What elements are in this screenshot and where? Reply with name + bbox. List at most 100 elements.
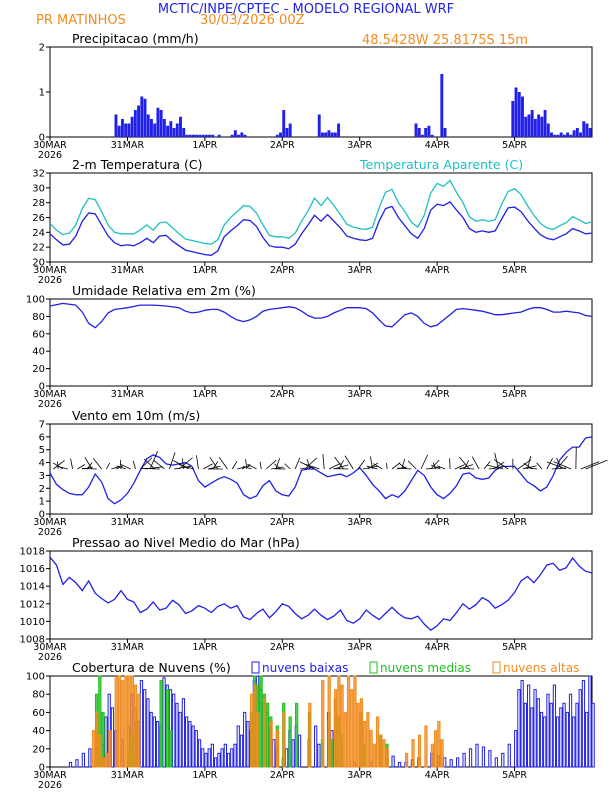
cloud-bar-blue bbox=[239, 734, 244, 768]
station-coords: 48.5428W 25.8175S 15m bbox=[362, 33, 528, 48]
wind-arrow bbox=[471, 456, 480, 470]
panel-title: Vento em 10m (m/s) bbox=[72, 408, 200, 423]
cloud-bar-blue bbox=[526, 684, 531, 768]
precip-bar bbox=[514, 87, 518, 137]
wind-arrow bbox=[265, 460, 277, 470]
cloud-bar-blue bbox=[530, 707, 534, 768]
cloud-bar-blue bbox=[146, 698, 150, 768]
wind-arrow bbox=[420, 454, 428, 470]
precip-bar bbox=[414, 123, 418, 137]
y-tick-label: 0 bbox=[39, 133, 45, 144]
x-tick-label: 30MAR bbox=[33, 389, 67, 400]
legend-apparent-temp: Temperatura Aparente (C) bbox=[359, 157, 523, 172]
panel-frame bbox=[49, 423, 593, 515]
cloud-bar-blue bbox=[517, 689, 521, 768]
wind-arrow bbox=[178, 464, 194, 470]
precip-bar bbox=[130, 116, 134, 137]
precip-bar bbox=[188, 134, 192, 137]
y-tick-label: 40 bbox=[32, 347, 45, 358]
precip-bar bbox=[562, 134, 566, 137]
wind-arrow bbox=[259, 461, 262, 470]
precip-bar bbox=[179, 116, 182, 137]
precip-bar bbox=[146, 114, 150, 137]
precip-bar bbox=[185, 134, 189, 137]
precip-bar bbox=[175, 123, 179, 137]
wind-arrow bbox=[274, 463, 281, 470]
precip-bar bbox=[204, 134, 208, 137]
precip-bar bbox=[427, 125, 431, 137]
wind-arrow bbox=[328, 463, 341, 470]
precip-bar bbox=[137, 105, 141, 137]
y-tick-label: 20 bbox=[32, 364, 45, 375]
y-tick-label: 28 bbox=[32, 198, 45, 209]
precip-bar bbox=[217, 134, 221, 137]
wind-arrow bbox=[487, 464, 504, 470]
cloud-bar-orange bbox=[404, 752, 409, 768]
wind-arrow bbox=[585, 459, 608, 470]
x-tick-label: 5APR bbox=[502, 389, 527, 400]
cloud-bar-blue bbox=[230, 748, 234, 768]
cloud-bar-blue bbox=[204, 752, 208, 768]
x-tick-label: 4APR bbox=[425, 517, 450, 528]
precip-bar bbox=[279, 132, 282, 137]
wind-arrow bbox=[367, 462, 379, 470]
cloud-bar-green bbox=[165, 689, 170, 768]
cloud-bar-orange bbox=[411, 739, 415, 768]
x-tick-year: 2026 bbox=[38, 527, 62, 538]
panel-title: Umidade Relativa em 2m (%) bbox=[72, 283, 256, 298]
precip-bar bbox=[527, 114, 531, 137]
precip-bar bbox=[546, 123, 550, 137]
precip-bar bbox=[524, 116, 528, 137]
wind-arrow bbox=[527, 455, 532, 470]
wind-arrow bbox=[322, 453, 325, 470]
precip-bar bbox=[150, 119, 153, 137]
x-tick-label: 30MAR bbox=[33, 517, 67, 528]
wind-arrow bbox=[386, 463, 388, 470]
precip-bar bbox=[120, 119, 124, 137]
wind-arrow bbox=[231, 460, 238, 470]
wind-arrow bbox=[454, 464, 465, 470]
precip-bar bbox=[540, 116, 544, 137]
y-tick-label: 5 bbox=[39, 445, 45, 456]
series-line-blue bbox=[49, 436, 593, 505]
x-tick-label: 4APR bbox=[425, 389, 450, 400]
wind-arrow bbox=[483, 461, 491, 470]
precip-bar bbox=[153, 123, 157, 137]
wind-arrow bbox=[52, 460, 65, 470]
wind-arrow bbox=[398, 463, 407, 470]
x-tick-label: 30MAR bbox=[33, 265, 67, 276]
cloud-bar-orange bbox=[375, 716, 380, 768]
precip-bar bbox=[588, 128, 592, 137]
cloud-bar-blue bbox=[246, 721, 250, 768]
legend-swatch bbox=[369, 661, 378, 674]
cloud-bar-blue bbox=[314, 725, 318, 768]
wind-arrow bbox=[580, 461, 600, 470]
precip-bar bbox=[330, 132, 334, 137]
precip-bar bbox=[233, 130, 237, 137]
cloud-bar-orange bbox=[137, 693, 141, 768]
cloud-bar-orange bbox=[353, 675, 357, 768]
cloud-bar-blue bbox=[397, 761, 402, 768]
y-tick-label: 3 bbox=[39, 471, 45, 482]
wind-arrow bbox=[525, 467, 538, 470]
cloud-bar-orange bbox=[275, 730, 280, 768]
y-tick-label: 100 bbox=[26, 295, 45, 306]
precip-bar bbox=[282, 110, 286, 137]
cloud-bar-blue bbox=[501, 752, 505, 768]
cloud-bar-blue bbox=[88, 748, 92, 768]
cloud-bar-blue bbox=[481, 746, 486, 768]
x-tick-label: 5APR bbox=[502, 265, 527, 276]
cloud-bar-blue bbox=[494, 757, 498, 768]
cloud-bar-blue bbox=[585, 711, 589, 768]
cloud-bar-blue bbox=[297, 734, 302, 768]
cloud-bar-blue bbox=[172, 693, 176, 768]
cloud-bar-orange bbox=[424, 725, 428, 768]
y-tick-label: 1018 bbox=[20, 547, 45, 558]
y-tick-label: 0 bbox=[39, 382, 45, 393]
precip-bar bbox=[127, 123, 131, 137]
wind-arrow bbox=[546, 461, 567, 470]
